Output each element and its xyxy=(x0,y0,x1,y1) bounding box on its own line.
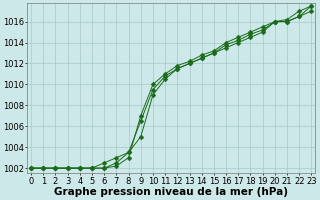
X-axis label: Graphe pression niveau de la mer (hPa): Graphe pression niveau de la mer (hPa) xyxy=(54,187,288,197)
